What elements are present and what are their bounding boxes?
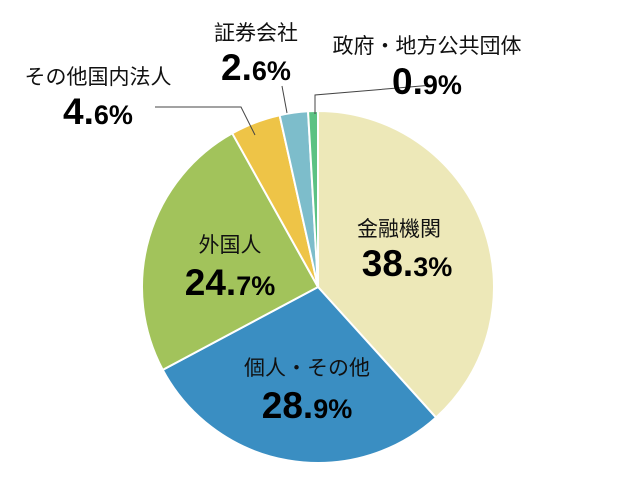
slice-value-label: 38.3% <box>362 243 452 284</box>
slice-value-label: 0.9% <box>392 61 462 102</box>
slice-name-label: 証券会社 <box>214 21 298 45</box>
slice-name-label: 政府・地方公共団体 <box>333 34 522 58</box>
slice-value-label: 24.7% <box>185 262 275 303</box>
leader-line <box>281 85 288 114</box>
pie-slice <box>161 285 438 464</box>
pie-slices <box>141 109 495 464</box>
slice-value-label: 4.6% <box>63 91 133 132</box>
pie-slice <box>306 109 319 288</box>
slice-value-label: 28.9% <box>262 385 352 426</box>
pie-slice <box>141 131 320 372</box>
leader-lines <box>155 84 434 136</box>
leader-line <box>314 84 434 114</box>
slice-name-label: 金融機関 <box>357 217 441 241</box>
leader-line <box>155 106 256 136</box>
slice-name-label: その他国内法人 <box>25 65 172 89</box>
slice-value-label: 2.6% <box>221 47 291 88</box>
pie-slice <box>317 109 495 419</box>
slice-name-label: 外国人 <box>199 233 262 257</box>
slice-name-label: 個人・その他 <box>244 356 370 380</box>
